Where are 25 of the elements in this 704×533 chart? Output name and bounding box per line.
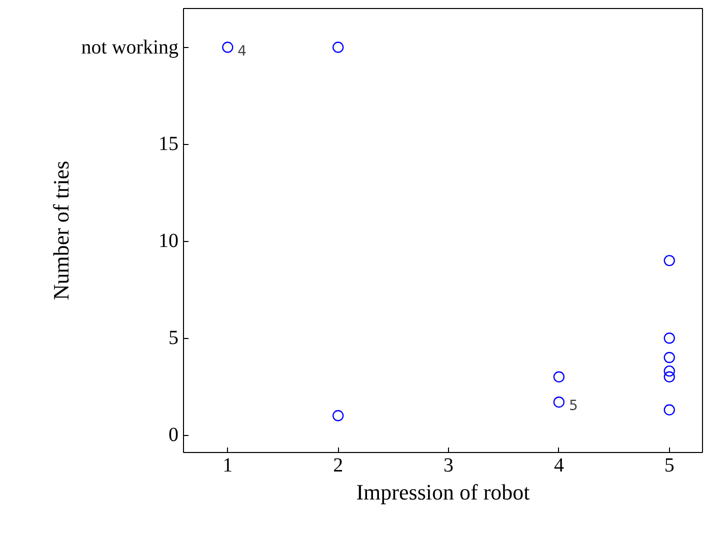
y-tick-label: 10	[158, 230, 178, 252]
x-tick-label: 1	[222, 454, 233, 476]
point	[664, 404, 675, 416]
y-tick-label: 0	[168, 424, 178, 446]
x-tick-label: 4	[554, 454, 564, 476]
y-axis-title: Number of tries	[48, 160, 74, 300]
point	[553, 371, 565, 382]
point	[332, 410, 344, 422]
x-tick-label: 3	[444, 454, 454, 476]
x-axis-title: Impression of robot	[356, 480, 530, 504]
y-tick-label: not working	[81, 36, 178, 58]
point	[553, 396, 565, 408]
point	[664, 365, 675, 377]
point	[664, 332, 675, 344]
x-tick-label: 2	[333, 454, 344, 476]
point	[664, 352, 675, 364]
point	[332, 42, 344, 53]
y-tick-label: 15	[158, 133, 178, 156]
point	[664, 371, 675, 382]
annotation: 4	[238, 43, 247, 60]
y-tick-label: 5	[168, 327, 178, 350]
x-tick-label: 5	[664, 454, 674, 476]
annotation: 5	[568, 398, 578, 414]
point	[222, 42, 234, 53]
point	[664, 254, 675, 266]
